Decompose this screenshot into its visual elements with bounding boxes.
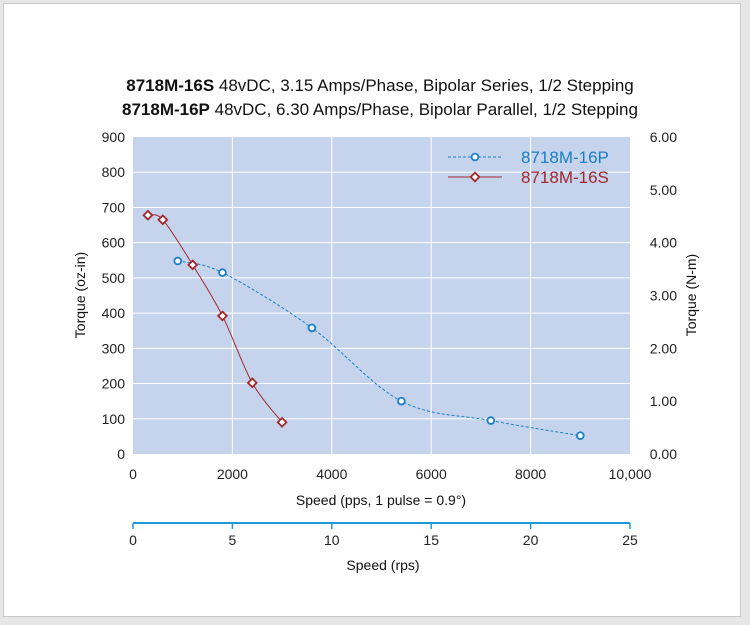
y2-axis-label: Torque (N-m) <box>683 254 699 336</box>
chart-title-line-2: 8718M-16P 48vDC, 6.30 Amps/Phase, Bipola… <box>122 100 638 119</box>
data-point-8718M-16S <box>276 416 288 428</box>
x2-tick-label: 20 <box>523 532 539 548</box>
data-point-8718M-16S <box>246 377 258 389</box>
title-model-s: 8718M-16S <box>126 76 214 95</box>
plot-area <box>133 137 630 454</box>
legend-marker-8718M-16P <box>470 152 480 162</box>
data-point-8718M-16P <box>173 256 183 266</box>
y-axis-label: Torque (oz-in) <box>72 252 88 338</box>
y-tick-label: 700 <box>102 199 126 215</box>
data-point-8718M-16S <box>142 209 154 221</box>
data-point-8718M-16S <box>157 214 169 226</box>
data-series <box>142 209 585 440</box>
x-tick-label: 6000 <box>416 466 447 482</box>
y2-tick-label: 5.00 <box>650 182 677 198</box>
y-tick-label: 200 <box>102 376 126 392</box>
data-point-8718M-16P <box>218 268 227 277</box>
y2-tick-label: 6.00 <box>650 129 677 145</box>
title-model-p: 8718M-16P <box>122 100 210 119</box>
y2-tick-label: 2.00 <box>650 340 677 356</box>
y-tick-label: 100 <box>102 411 126 427</box>
y2-tick-label: 3.00 <box>650 288 677 304</box>
legend-label-8718M-16S: 8718M-16S <box>521 168 609 187</box>
x2-tick-label: 25 <box>622 532 638 548</box>
x-axis-label: Speed (pps, 1 pulse = 0.9°) <box>296 492 466 508</box>
x-tick-label: 2000 <box>217 466 248 482</box>
data-point-8718M-16P <box>486 416 496 425</box>
data-point-8718M-16S <box>187 259 199 271</box>
secondary-speed-axis: 0 5 10 15 20 25 <box>129 522 638 548</box>
x-tick-label: 4000 <box>316 466 347 482</box>
x2-tick-label: 10 <box>324 532 340 548</box>
title-spec-s: 48vDC, 3.15 Amps/Phase, Bipolar Series, … <box>214 76 634 95</box>
data-point-8718M-16P <box>397 396 406 406</box>
grid-lines <box>133 137 630 454</box>
title-spec-p: 48vDC, 6.30 Amps/Phase, Bipolar Parallel… <box>210 100 638 119</box>
chart-title-line-1: 8718M-16S 48vDC, 3.15 Amps/Phase, Bipola… <box>126 76 633 95</box>
data-point-8718M-16P <box>575 431 585 440</box>
x2-tick-label: 0 <box>129 532 137 548</box>
legend-marker-8718M-16S <box>469 171 481 183</box>
y2-tick-label: 4.00 <box>650 235 677 251</box>
x-tick-label: 0 <box>129 466 137 482</box>
data-point-8718M-16S <box>216 310 229 322</box>
data-point-8718M-16P <box>307 323 317 333</box>
x-tick-label: 10,000 <box>609 466 652 482</box>
y-tick-label: 400 <box>102 305 126 321</box>
y-tick-label: 800 <box>102 164 126 180</box>
x-tick-label: 8000 <box>515 466 546 482</box>
legend-label-8718M-16P: 8718M-16P <box>521 148 609 167</box>
y-tick-label: 500 <box>102 270 126 286</box>
tick-labels: 0 100 200 300 400 500 600 700 800 900 0.00 1.00 2.00… <box>102 129 678 482</box>
y-tick-label: 300 <box>102 340 126 356</box>
x2-tick-label: 5 <box>229 532 237 548</box>
y-tick-label: 600 <box>102 235 126 251</box>
y2-tick-label: 0.00 <box>650 446 677 462</box>
y2-tick-label: 1.00 <box>650 393 677 409</box>
y-tick-label: 900 <box>102 129 126 145</box>
y-tick-label: 0 <box>117 446 125 462</box>
x2-tick-label: 15 <box>423 532 439 548</box>
x2-axis-label: Speed (rps) <box>346 557 419 573</box>
